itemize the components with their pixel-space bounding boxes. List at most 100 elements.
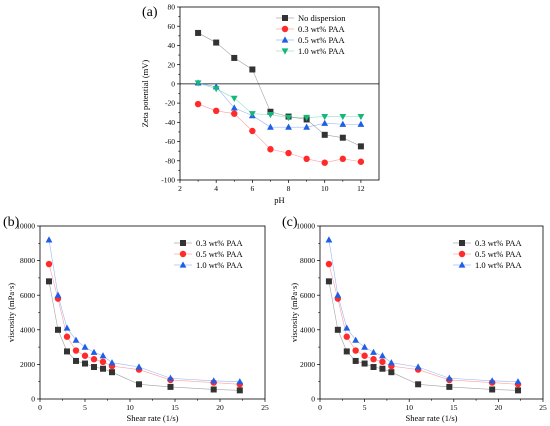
y-axis-label: Zeta potential (mV) bbox=[140, 60, 150, 128]
y-tick-label: -100 bbox=[161, 176, 175, 185]
y-tick-label: 8000 bbox=[20, 256, 35, 265]
data-point bbox=[361, 343, 368, 350]
series-2 bbox=[325, 236, 522, 385]
data-point bbox=[249, 66, 256, 73]
data-point bbox=[45, 236, 53, 243]
data-point bbox=[325, 278, 332, 285]
data-point bbox=[361, 360, 368, 367]
x-tick-label: 25 bbox=[539, 403, 547, 412]
y-tick-label: 10000 bbox=[296, 222, 315, 231]
data-point bbox=[136, 381, 142, 388]
data-point bbox=[514, 378, 522, 385]
data-point bbox=[352, 357, 359, 364]
chart-panel-1: 0 5 10 15 20 25 0 2000 4000 6000 8000 10000 Shear ra… bbox=[3, 215, 269, 423]
data-point bbox=[357, 113, 365, 121]
series-line bbox=[48, 281, 240, 391]
data-point bbox=[73, 357, 79, 364]
x-tick-label: 6 bbox=[250, 184, 254, 193]
legend-label: 1.0 wt% PAA bbox=[298, 46, 346, 56]
y-tick-label: 0 bbox=[31, 395, 35, 404]
series-line bbox=[198, 82, 361, 128]
panel-label: (c) bbox=[282, 215, 298, 230]
data-point bbox=[267, 146, 274, 153]
y-tick-label: -80 bbox=[165, 156, 175, 165]
series-line bbox=[328, 281, 519, 391]
data-point bbox=[72, 347, 80, 354]
series-2 bbox=[194, 79, 365, 130]
data-point bbox=[236, 387, 243, 394]
data-point bbox=[415, 381, 422, 388]
data-point bbox=[285, 114, 292, 122]
series-2 bbox=[45, 236, 244, 385]
legend-marker bbox=[459, 240, 465, 246]
data-point bbox=[339, 113, 347, 121]
series-1 bbox=[194, 100, 365, 166]
data-point bbox=[489, 386, 496, 393]
legend-label: 1.0 wt% PAA bbox=[196, 260, 244, 270]
data-point bbox=[325, 236, 333, 243]
series-line bbox=[328, 263, 519, 385]
data-point bbox=[210, 377, 218, 384]
y-tick-label: -60 bbox=[165, 137, 175, 146]
y-tick-label: -20 bbox=[165, 99, 175, 108]
data-point bbox=[334, 291, 342, 298]
x-tick-label: 10 bbox=[321, 184, 329, 193]
data-point bbox=[515, 387, 522, 394]
legend-label: 0.3 wt% PAA bbox=[475, 238, 523, 248]
x-tick-label: 15 bbox=[450, 403, 458, 412]
data-point bbox=[285, 123, 292, 130]
data-point bbox=[45, 260, 53, 268]
series-line bbox=[197, 82, 361, 118]
data-point bbox=[321, 131, 328, 138]
data-point bbox=[63, 324, 71, 331]
panel-label: (b) bbox=[3, 215, 20, 230]
x-tick-label: 10 bbox=[126, 403, 134, 412]
x-axis-label: Shear rate (1/s) bbox=[127, 413, 179, 423]
data-point bbox=[379, 365, 386, 372]
data-point bbox=[135, 363, 143, 370]
y-tick-label: 4000 bbox=[300, 325, 315, 334]
legend-label: 1.0 wt% PAA bbox=[475, 260, 523, 270]
data-point bbox=[343, 348, 350, 355]
data-point bbox=[267, 112, 274, 119]
data-point bbox=[72, 336, 80, 343]
legend-marker bbox=[281, 25, 289, 33]
data-point bbox=[370, 356, 377, 363]
data-point bbox=[82, 360, 88, 367]
x-tick-label: 4 bbox=[214, 184, 218, 193]
y-tick-label: 60 bbox=[168, 22, 176, 31]
data-point bbox=[109, 369, 115, 376]
data-point bbox=[357, 143, 364, 150]
data-point bbox=[339, 134, 346, 141]
data-point bbox=[303, 155, 310, 163]
y-tick-label: 40 bbox=[168, 41, 176, 50]
x-axis-label: Shear rate (1/s) bbox=[406, 413, 458, 423]
chart-panel-0: 2 4 6 8 10 12 -100 -80 -60 -40 -20 0 20 40 60 80 pH Zeta … bbox=[140, 3, 380, 205]
series-0 bbox=[46, 278, 243, 394]
data-point bbox=[90, 348, 98, 355]
y-tick-label: 0 bbox=[171, 79, 175, 88]
y-tick-label: 0 bbox=[311, 395, 315, 404]
data-point bbox=[321, 119, 329, 126]
data-point bbox=[99, 352, 107, 359]
data-point bbox=[64, 348, 70, 355]
data-point bbox=[361, 352, 368, 359]
y-tick-label: 6000 bbox=[300, 291, 315, 300]
data-point bbox=[46, 278, 52, 285]
data-point bbox=[370, 363, 377, 370]
x-tick-label: 0 bbox=[318, 403, 322, 412]
data-point bbox=[445, 374, 453, 381]
y-tick-label: 20 bbox=[168, 60, 176, 69]
data-point bbox=[303, 114, 311, 122]
data-point bbox=[285, 149, 292, 157]
y-tick-label: -40 bbox=[165, 118, 175, 127]
series-line bbox=[328, 239, 519, 382]
legend-label: 0.5 wt% PAA bbox=[196, 249, 244, 259]
data-point bbox=[167, 374, 174, 381]
data-point bbox=[91, 363, 97, 370]
data-point bbox=[357, 158, 365, 165]
